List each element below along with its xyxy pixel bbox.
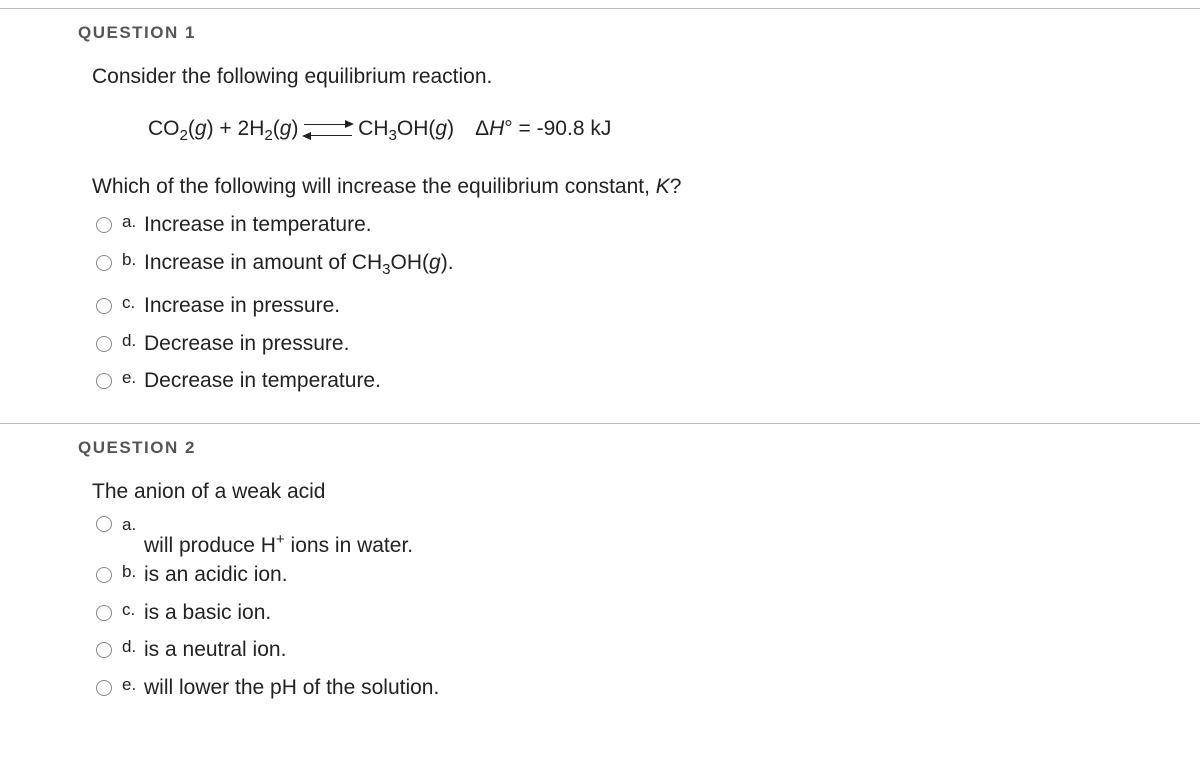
option-letter: e. — [122, 365, 144, 391]
option-letter: a. — [122, 209, 144, 235]
option-text: Increase in amount of CH3OH(g). — [144, 247, 454, 279]
equilibrium-arrow-icon — [306, 124, 350, 136]
option-row[interactable]: d. is a neutral ion. — [96, 634, 1200, 666]
option-row[interactable]: b. is an acidic ion. — [96, 559, 1200, 591]
option-row[interactable]: e. Decrease in temperature. — [96, 365, 1200, 397]
option-letter: d. — [122, 634, 144, 660]
question-1: QUESTION 1 Consider the following equili… — [0, 9, 1200, 424]
question-1-heading: QUESTION 1 — [78, 23, 1200, 43]
option-letter: e. — [122, 672, 144, 698]
option-row[interactable]: c. is a basic ion. — [96, 597, 1200, 629]
option-text: is a basic ion. — [144, 597, 271, 629]
question-2: QUESTION 2 The anion of a weak acid a. w… — [0, 424, 1200, 716]
option-radio[interactable] — [96, 298, 112, 314]
option-text: Decrease in pressure. — [144, 328, 349, 360]
option-text: is a neutral ion. — [144, 634, 286, 666]
question-1-stem: Consider the following equilibrium react… — [92, 65, 1200, 89]
option-radio[interactable] — [96, 336, 112, 352]
option-row[interactable]: d. Decrease in pressure. — [96, 328, 1200, 360]
equation-lhs: CO2(g) + 2H2(g) — [148, 117, 298, 140]
question-2-options: a. will produce H+ ions in water. b. is … — [96, 512, 1200, 704]
option-radio[interactable] — [96, 373, 112, 389]
question-2-stem: The anion of a weak acid — [92, 480, 1200, 504]
option-radio[interactable] — [96, 680, 112, 696]
option-radio[interactable] — [96, 217, 112, 233]
option-row[interactable]: c. Increase in pressure. — [96, 290, 1200, 322]
option-letter: d. — [122, 328, 144, 354]
question-2-heading: QUESTION 2 — [78, 438, 1200, 458]
option-letter: a. — [122, 512, 144, 538]
option-radio[interactable] — [96, 516, 112, 532]
option-radio[interactable] — [96, 642, 112, 658]
option-radio[interactable] — [96, 255, 112, 271]
question-1-options: a. Increase in temperature. b. Increase … — [96, 209, 1200, 397]
option-text: Increase in temperature. — [144, 209, 372, 241]
option-text: will produce H+ ions in water. — [144, 530, 413, 562]
option-row[interactable]: e. will lower the pH of the solution. — [96, 672, 1200, 704]
option-text: will lower the pH of the solution. — [144, 672, 439, 704]
option-letter: c. — [122, 290, 144, 316]
option-row[interactable]: a. will produce H+ ions in water. — [96, 512, 1200, 544]
option-text: is an acidic ion. — [144, 559, 288, 591]
option-text: Decrease in temperature. — [144, 365, 381, 397]
option-row[interactable]: a. Increase in temperature. — [96, 209, 1200, 241]
option-radio[interactable] — [96, 567, 112, 583]
question-1-subq: Which of the following will increase the… — [92, 175, 1200, 199]
option-row[interactable]: b. Increase in amount of CH3OH(g). — [96, 247, 1200, 279]
option-letter: c. — [122, 597, 144, 623]
option-radio[interactable] — [96, 605, 112, 621]
option-letter: b. — [122, 247, 144, 273]
option-letter: b. — [122, 559, 144, 585]
question-1-equation: CO2(g) + 2H2(g) CH3OH(g) ΔH° = -90.8 kJ — [148, 117, 1200, 141]
option-text: Increase in pressure. — [144, 290, 340, 322]
equation-rhs: CH3OH(g) ΔH° = -90.8 kJ — [358, 117, 611, 140]
